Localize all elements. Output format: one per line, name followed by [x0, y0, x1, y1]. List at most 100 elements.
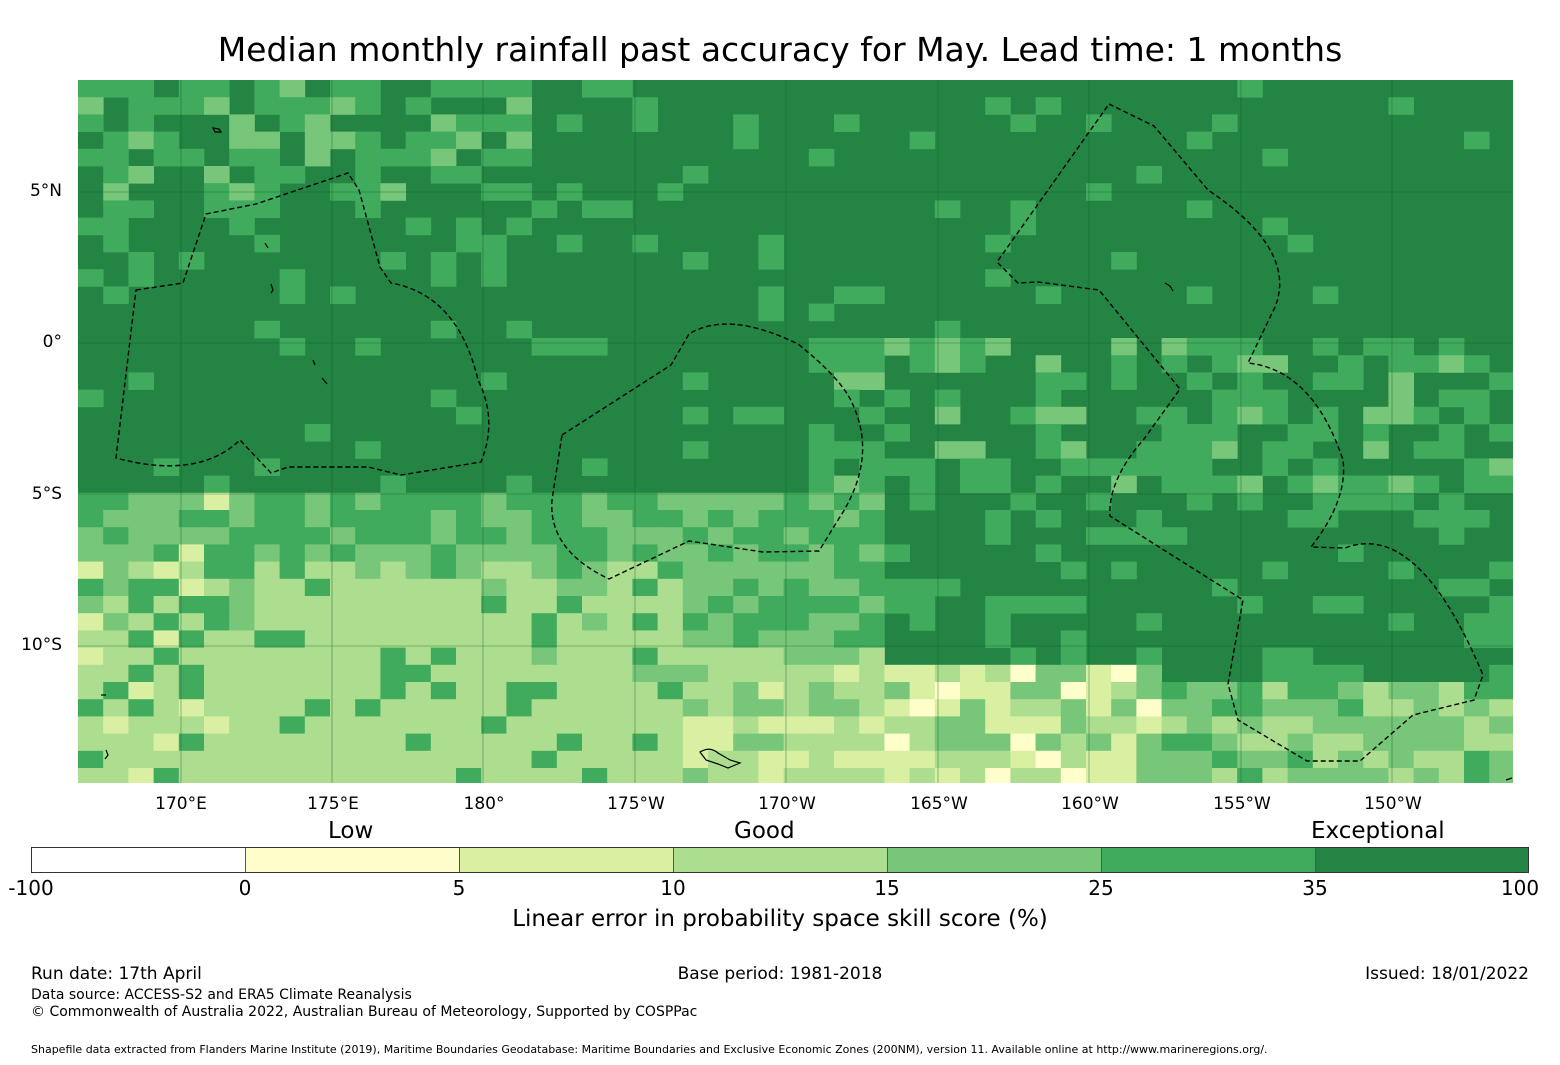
map-cell [1237, 389, 1263, 408]
map-cell [531, 527, 558, 545]
map-cell [582, 768, 608, 783]
map-cell [128, 682, 154, 700]
map-cell [1363, 475, 1389, 494]
map-cell [103, 510, 129, 528]
map-cell [178, 561, 205, 580]
map-cell [304, 699, 331, 717]
map-cell [1338, 596, 1364, 614]
map-cell [1262, 716, 1288, 734]
map-cell [1438, 510, 1465, 528]
map-cell [657, 733, 684, 752]
map-cell [582, 716, 608, 734]
map-cell [355, 527, 381, 545]
map-cell [859, 372, 885, 390]
lon-label-160w: 160°W [1061, 794, 1119, 814]
map-cell [1237, 699, 1263, 717]
map-cell [582, 664, 608, 683]
map-cell [178, 699, 205, 717]
map-cell [178, 664, 205, 683]
map-cell [481, 750, 507, 769]
map-cell [1464, 131, 1490, 150]
map-cell [733, 750, 759, 769]
map-cell [1086, 750, 1112, 769]
map-cell [153, 148, 180, 167]
map-cell [1388, 355, 1414, 373]
map-cell [632, 647, 658, 666]
map-cell [1161, 768, 1188, 783]
map-cell [103, 630, 129, 648]
map-cell [279, 699, 306, 717]
map-cell [456, 492, 482, 511]
map-cell [834, 372, 860, 390]
map-cell [1035, 475, 1062, 494]
map-cell [531, 733, 558, 752]
map-cell [1111, 527, 1137, 545]
map-cell [178, 527, 205, 545]
map-cell [758, 406, 784, 425]
map-cell [1086, 682, 1112, 700]
map-cell [204, 699, 230, 717]
map-cell [254, 750, 280, 769]
map-cell [834, 647, 860, 666]
map-cell [758, 492, 784, 511]
map-cell [254, 80, 280, 98]
map-cell [1212, 441, 1238, 459]
map-cell [330, 699, 356, 717]
map-cell [1338, 768, 1364, 783]
colorbar-bin-0-5 [246, 848, 460, 872]
map-cell [808, 647, 835, 666]
map-cell [481, 733, 507, 752]
map-cell [254, 200, 280, 218]
island-islet-6 [1164, 282, 1174, 292]
map-cell [909, 733, 936, 752]
map-cell [279, 527, 306, 545]
map-cell [556, 492, 583, 511]
map-cell [1388, 338, 1414, 356]
map-cell [78, 389, 104, 408]
map-cell [682, 578, 709, 597]
map-cell [103, 131, 129, 150]
map-cell [934, 338, 961, 356]
map-cell [279, 768, 306, 783]
map-cell [909, 716, 936, 734]
map-cell [1489, 750, 1513, 769]
map-cell [1212, 716, 1238, 734]
map-cell [1237, 475, 1263, 494]
map-cell [304, 733, 331, 752]
map-cell [657, 664, 684, 683]
map-cell [430, 578, 457, 597]
map-cell [128, 630, 154, 648]
map-cell [456, 234, 482, 253]
map-cell [733, 699, 759, 717]
map-cell [1363, 733, 1389, 752]
map-cell [1489, 768, 1513, 783]
map-cell [204, 475, 230, 494]
map-cell [380, 596, 406, 614]
map-cell [934, 320, 961, 339]
map-cell [682, 406, 709, 425]
map-cell [153, 596, 180, 614]
map-cell [279, 166, 306, 184]
map-cell [1464, 733, 1490, 752]
map-cell [380, 682, 406, 700]
map-cell [405, 217, 432, 236]
map-cell [330, 286, 356, 304]
map-cell [229, 699, 255, 717]
map-cell [682, 544, 709, 562]
map-cell [682, 768, 709, 783]
map-cell [632, 630, 658, 648]
map-cell [1212, 750, 1238, 769]
map-cell [1287, 716, 1314, 734]
map-cell [430, 613, 457, 631]
map-cell [1262, 217, 1288, 236]
map-cell [934, 750, 961, 769]
map-cell [884, 664, 910, 683]
map-cell [1312, 768, 1339, 783]
map-cell [1262, 389, 1288, 408]
map-cell [128, 131, 154, 150]
map-cell [1237, 372, 1263, 390]
map-cell [204, 200, 230, 218]
map-cell [1186, 458, 1213, 476]
lon-label-170e: 170°E [155, 794, 207, 814]
map-cell [1489, 733, 1513, 752]
